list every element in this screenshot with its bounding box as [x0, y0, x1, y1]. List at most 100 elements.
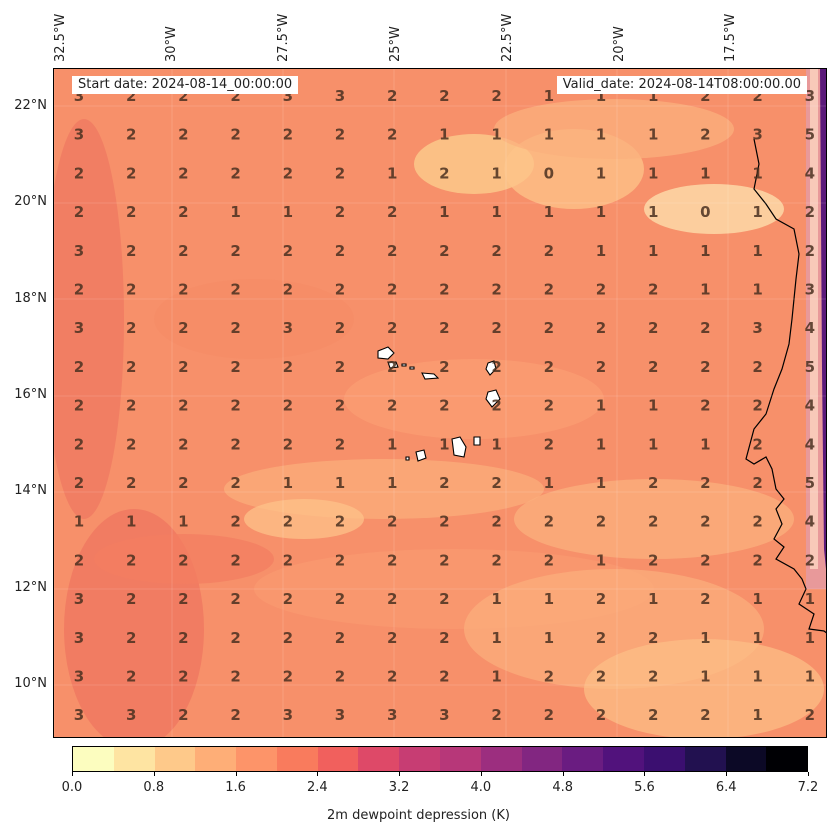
- grid-value: 2: [439, 319, 449, 337]
- grid-value: 2: [126, 281, 136, 299]
- grid-value: 2: [126, 397, 136, 415]
- grid-value: 2: [648, 319, 658, 337]
- grid-value: 2: [230, 668, 240, 686]
- colorbar-segment: [113, 747, 155, 771]
- colorbar-segment: [603, 747, 644, 771]
- grid-value: 1: [387, 474, 397, 492]
- colorbar-segment: [725, 747, 767, 771]
- grid-value: 1: [491, 668, 501, 686]
- colorbar-segment: [73, 747, 114, 771]
- grid-value: 1: [752, 706, 762, 724]
- grid-value: 2: [335, 203, 345, 221]
- grid-value: 2: [178, 242, 188, 260]
- grid-value: 2: [648, 668, 658, 686]
- colorbar-segment: [562, 747, 604, 771]
- grid-value: 2: [178, 474, 188, 492]
- colorbar-segment: [766, 747, 808, 771]
- grid-value: 1: [491, 629, 501, 647]
- grid-value: 1: [126, 513, 136, 531]
- grid-value: 2: [544, 668, 554, 686]
- grid-value: 3: [283, 319, 293, 337]
- grid-value: 2: [544, 242, 554, 260]
- grid-value: 2: [178, 668, 188, 686]
- grid-value: 2: [544, 513, 554, 531]
- grid-value: 5: [805, 358, 815, 376]
- colorbar-tick-label: 6.4: [715, 780, 737, 795]
- grid-value: 0: [544, 164, 554, 182]
- grid-value: 2: [805, 551, 815, 569]
- grid-value: 2: [387, 281, 397, 299]
- grid-value: 0: [700, 203, 710, 221]
- grid-value: 1: [752, 590, 762, 608]
- grid-value: 4: [805, 397, 815, 415]
- grid-value: 2: [700, 706, 710, 724]
- grid-value: 2: [491, 706, 501, 724]
- colorbar-tick-mark: [726, 772, 728, 776]
- grid-value: 2: [230, 397, 240, 415]
- grid-value: 1: [544, 126, 554, 144]
- grid-value: 1: [700, 281, 710, 299]
- grid-value: 1: [230, 203, 240, 221]
- grid-value: 2: [335, 397, 345, 415]
- grid-value: 2: [439, 513, 449, 531]
- grid-value: 2: [596, 629, 606, 647]
- grid-value: 2: [491, 474, 501, 492]
- island: [409, 366, 415, 370]
- grid-value: 2: [126, 203, 136, 221]
- grid-value: 1: [648, 590, 658, 608]
- grid-value: 2: [648, 281, 658, 299]
- grid-value: 2: [544, 706, 554, 724]
- grid-value: 2: [126, 242, 136, 260]
- field-blotch: [414, 134, 534, 194]
- grid-value: 2: [387, 590, 397, 608]
- grid-value: 3: [74, 590, 84, 608]
- grid-value: 2: [230, 319, 240, 337]
- grid-value: 2: [283, 126, 293, 144]
- grid-value: 2: [335, 126, 345, 144]
- grid-value: 3: [335, 87, 345, 105]
- grid-value: 1: [74, 513, 84, 531]
- grid-value: 2: [491, 281, 501, 299]
- grid-value: 1: [491, 164, 501, 182]
- grid-value: 2: [439, 474, 449, 492]
- grid-value: 2: [230, 435, 240, 453]
- grid-value: 3: [74, 242, 84, 260]
- colorbar-tick-mark: [480, 772, 482, 776]
- grid-value: 3: [126, 706, 136, 724]
- land-high-value: [820, 69, 826, 569]
- colorbar-tick-label: 1.6: [225, 780, 246, 795]
- start-date-label: Start date: 2024-08-14_00:00:00: [72, 76, 299, 94]
- grid-value: 1: [596, 551, 606, 569]
- grid-value: 2: [230, 87, 240, 105]
- grid-value: 2: [74, 435, 84, 453]
- grid-value: 2: [752, 358, 762, 376]
- colorbar-tick-label: 4.0: [470, 780, 492, 795]
- grid-value: 2: [230, 513, 240, 531]
- island: [387, 361, 399, 369]
- grid-value: 2: [283, 397, 293, 415]
- grid-value: 1: [752, 242, 762, 260]
- lon-tick-label: 25°W: [388, 26, 403, 62]
- grid-value: 2: [387, 358, 397, 376]
- island: [451, 436, 467, 458]
- grid-value: 2: [752, 474, 762, 492]
- grid-value: 2: [491, 358, 501, 376]
- grid-value: 2: [387, 629, 397, 647]
- grid-value: 2: [700, 358, 710, 376]
- grid-value: 2: [439, 242, 449, 260]
- grid-value: 3: [283, 87, 293, 105]
- grid-value: 2: [230, 358, 240, 376]
- grid-value: 2: [74, 551, 84, 569]
- grid-value: 2: [387, 551, 397, 569]
- lon-tick-label: 30°W: [164, 26, 179, 62]
- grid-value: 2: [596, 358, 606, 376]
- grid-value: 2: [74, 203, 84, 221]
- grid-value: 2: [491, 319, 501, 337]
- map-panel: 3 2 2 2 3 3 2 2 2 1 1 1 2 2 3 3 2 2 2 2 2 2 1 1 1 1 1 2 3 5 2 2 2 2 2 2 1 2 1 0…: [53, 68, 827, 738]
- grid-value: 2: [439, 551, 449, 569]
- dewpoint-field-map: 3 2 2 2 3 3 2 2 2 1 1 1 2 2 3 3 2 2 2 2 2 2 1 1 1 1 1 2 3 5 2 2 2 2 2 2 1 2 1 0…: [54, 69, 826, 737]
- field-blotch: [94, 534, 274, 584]
- lon-tick-label: 27.5°W: [276, 13, 291, 62]
- grid-value: 2: [439, 164, 449, 182]
- grid-value: 2: [335, 629, 345, 647]
